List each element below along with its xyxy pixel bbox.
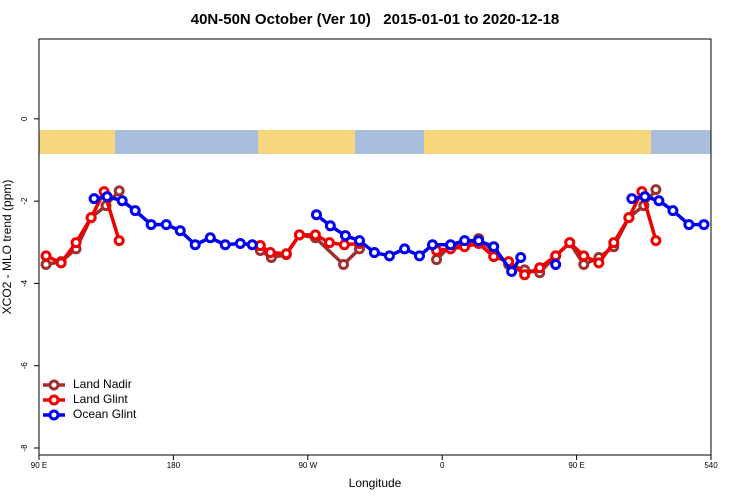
point: [145, 219, 157, 231]
plot-frame: [38, 38, 712, 456]
point: [40, 258, 52, 270]
point: [160, 219, 172, 231]
point: [399, 243, 411, 255]
point: [234, 238, 246, 250]
point: [414, 250, 426, 262]
y-tick-label: -8: [20, 444, 29, 452]
x-tick-label: 90 E: [568, 461, 584, 470]
point: [445, 239, 457, 251]
x-tick-label: 90 W: [298, 461, 317, 470]
point: [534, 262, 546, 274]
y-tick-label: -2: [20, 197, 29, 205]
point: [189, 239, 201, 251]
point: [324, 220, 336, 232]
series-line: [45, 189, 658, 277]
point: [85, 212, 97, 224]
point: [650, 184, 662, 196]
series-line: [45, 188, 658, 275]
point: [40, 250, 52, 262]
point: [129, 205, 141, 217]
point: [626, 193, 638, 205]
point: [564, 237, 576, 249]
point: [88, 193, 100, 205]
map-strip: [39, 130, 711, 154]
point: [246, 239, 258, 251]
point: [309, 229, 321, 241]
point: [293, 229, 305, 241]
series-line: [93, 194, 704, 274]
point: [593, 257, 605, 269]
point: [383, 250, 395, 262]
point: [608, 237, 620, 249]
point: [506, 265, 518, 277]
legend-label: Land Nadir: [73, 377, 132, 391]
point: [323, 237, 335, 249]
point: [310, 209, 322, 221]
point: [113, 235, 125, 247]
point: [219, 239, 231, 251]
point: [459, 235, 471, 247]
point: [101, 191, 113, 203]
point: [264, 247, 276, 259]
point: [578, 258, 590, 270]
point: [55, 257, 67, 269]
point: [683, 219, 695, 231]
legend-marker: [48, 379, 60, 391]
point: [473, 235, 485, 247]
y-tick-label: -6: [20, 362, 29, 370]
point: [431, 254, 443, 266]
y-axis-label: XCO2 - MLO trend (ppm): [0, 180, 14, 315]
point: [488, 241, 500, 253]
chart-title: 40N-50N October (Ver 10) 2015-01-01 to 2…: [191, 11, 560, 28]
point: [515, 251, 527, 263]
point: [650, 235, 662, 247]
point: [519, 269, 531, 281]
legend-label: Ocean Glint: [73, 407, 137, 421]
point: [70, 237, 82, 249]
point: [698, 219, 710, 231]
point: [426, 239, 438, 251]
point: [339, 230, 351, 242]
legend-marker: [48, 394, 60, 406]
point: [353, 235, 365, 247]
x-tick-label: 0: [440, 461, 445, 470]
point: [113, 185, 125, 197]
x-tick-label: 540: [704, 461, 718, 470]
point: [550, 250, 562, 262]
point: [578, 250, 590, 262]
point: [368, 247, 380, 259]
x-tick-label: 90 E: [31, 461, 47, 470]
point: [667, 205, 679, 217]
y-tick-label: 0: [20, 116, 29, 121]
legend-label: Land Glint: [73, 392, 128, 406]
point: [639, 191, 651, 203]
point: [116, 195, 128, 207]
point: [338, 239, 350, 251]
point: [623, 212, 635, 224]
point: [280, 248, 292, 260]
x-axis-label: Longitude: [349, 476, 402, 490]
point: [204, 232, 216, 244]
y-tick-label: -4: [20, 279, 29, 287]
legend-marker: [48, 409, 60, 421]
point: [488, 251, 500, 263]
point: [550, 258, 562, 270]
point: [174, 225, 186, 237]
point: [337, 258, 349, 270]
x-tick-label: 180: [167, 461, 181, 470]
point: [653, 195, 665, 207]
